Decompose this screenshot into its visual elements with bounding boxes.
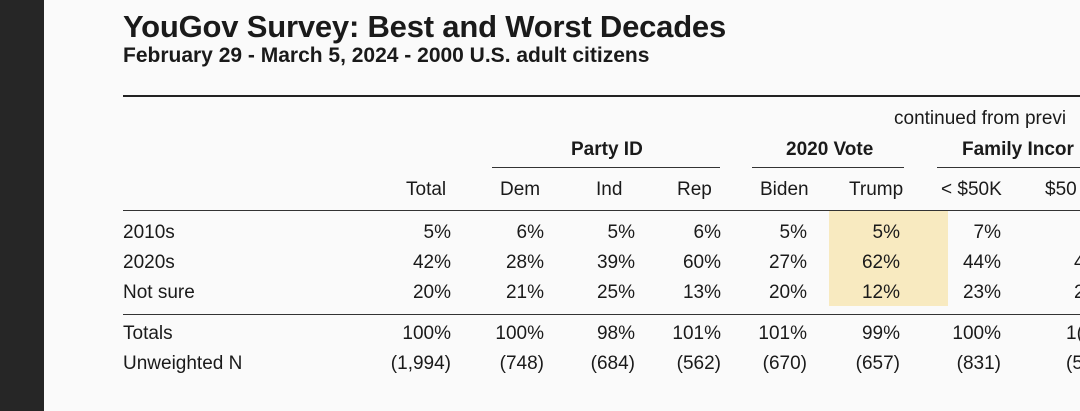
row-label-totals: Totals (123, 323, 173, 344)
cell: (748) (499, 353, 544, 374)
totals-rule (123, 314, 1080, 315)
cell: 5% (779, 222, 807, 243)
cell: 6% (516, 222, 544, 243)
page-subtitle: February 29 - March 5, 2024 - 2000 U.S. … (123, 44, 650, 67)
cell: 7% (973, 222, 1001, 243)
cell: 42% (412, 252, 451, 273)
cell: 44% (962, 252, 1001, 273)
cell: 60% (682, 252, 721, 273)
cell: 100% (495, 323, 544, 344)
col-50k-plus: $50 (1045, 179, 1077, 200)
col-trump: Trump (849, 179, 904, 200)
col-ind: Ind (596, 179, 623, 200)
col-dem: Dem (500, 179, 541, 200)
group-2020-vote: 2020 Vote (786, 139, 874, 160)
cell: (670) (762, 353, 807, 374)
trump-column-highlight (829, 210, 948, 306)
cell: 101% (758, 323, 807, 344)
cell: (684) (590, 353, 635, 374)
cell: 21% (505, 282, 544, 303)
row-label-unweighted-n: Unweighted N (123, 353, 243, 374)
cell: 39% (596, 252, 635, 273)
cell: 20% (412, 282, 451, 303)
cell: 5% (872, 222, 900, 243)
row-label-2010s: 2010s (123, 222, 175, 243)
cell: (831) (956, 353, 1001, 374)
group-party-id: Party ID (571, 139, 643, 160)
col-rep: Rep (677, 179, 712, 200)
page-title: YouGov Survey: Best and Worst Decades (123, 9, 727, 44)
group-party-id-underline (492, 167, 720, 168)
cell: 13% (682, 282, 721, 303)
document-page: YouGov Survey: Best and Worst Decades Fe… (44, 0, 1080, 411)
cell: 1( (1066, 323, 1080, 344)
header-rule (123, 210, 1080, 211)
cell: 100% (952, 323, 1001, 344)
group-family-income: Family Incor (962, 139, 1074, 160)
cell: 99% (861, 323, 900, 344)
cell: 27% (768, 252, 807, 273)
cell: 23% (962, 282, 1001, 303)
col-total: Total (406, 179, 447, 200)
cell: 5% (423, 222, 451, 243)
col-biden: Biden (760, 179, 809, 200)
cell: (5 (1066, 353, 1080, 374)
cell: 100% (402, 323, 451, 344)
top-rule (123, 95, 1080, 97)
group-family-income-underline (937, 167, 1080, 168)
cell: 98% (596, 323, 635, 344)
cell: (657) (855, 353, 900, 374)
cell: 5% (607, 222, 635, 243)
cell: 28% (505, 252, 544, 273)
cell: 4 (1074, 252, 1080, 273)
cell: 101% (672, 323, 721, 344)
continued-note: continued from previ (894, 108, 1067, 129)
cell: 12% (861, 282, 900, 303)
cell: (1,994) (390, 353, 451, 374)
cell: 62% (861, 252, 900, 273)
cell: 20% (768, 282, 807, 303)
cell: 6% (693, 222, 721, 243)
cell: 25% (596, 282, 635, 303)
left-dark-border (0, 0, 44, 411)
col-under-50k: < $50K (941, 179, 1002, 200)
cell: 2 (1074, 282, 1080, 303)
row-label-2020s: 2020s (123, 252, 175, 273)
cell: (562) (676, 353, 721, 374)
row-label-not-sure: Not sure (123, 282, 195, 303)
group-2020-vote-underline (752, 167, 904, 168)
